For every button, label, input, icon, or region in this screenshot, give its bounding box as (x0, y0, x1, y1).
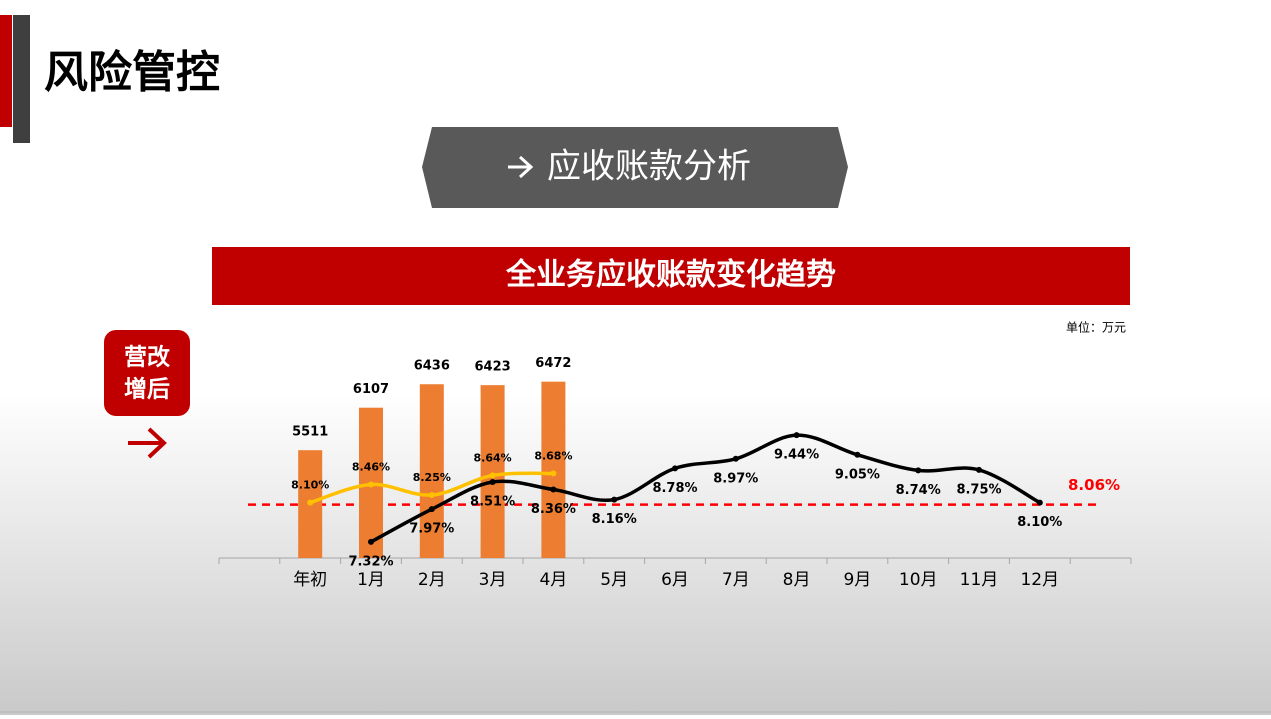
x-tick-label: 1月 (357, 570, 385, 590)
x-tick-label: 9月 (843, 570, 871, 590)
line-point (976, 466, 982, 473)
data-label: 9.05% (835, 467, 880, 482)
x-tick-label: 2月 (418, 570, 446, 590)
data-label: 8.16% (592, 512, 637, 527)
line-point (368, 481, 374, 488)
line-point (611, 496, 618, 503)
x-tick-label: 4月 (539, 570, 567, 590)
x-tick-label: 5月 (600, 570, 628, 590)
line-point (915, 467, 922, 474)
data-label: 8.46% (352, 460, 390, 473)
data-label: 8.36% (531, 502, 576, 517)
chart-title: 全业务应收账款变化趋势 (505, 258, 836, 293)
line-point (428, 492, 435, 499)
line-point (854, 451, 861, 458)
x-tick-label: 10月 (899, 570, 938, 590)
x-tick-label: 12月 (1020, 570, 1059, 590)
line-point (368, 538, 374, 545)
x-tick-label: 8月 (783, 570, 811, 590)
line-point (550, 486, 557, 493)
reference-label: 8.06% (1068, 476, 1120, 494)
line-point (732, 455, 739, 462)
data-label: 8.51% (470, 494, 515, 509)
badge-text: 增后 (124, 376, 170, 403)
x-tick-label: 6月 (661, 570, 689, 590)
x-tick-label: 11月 (960, 570, 999, 590)
data-label: 9.44% (774, 448, 819, 463)
data-label: 7.97% (409, 522, 454, 537)
data-label: 8.78% (652, 481, 697, 496)
line-point (428, 506, 435, 513)
section-banner (422, 127, 848, 208)
bar-label: 5511 (292, 425, 328, 440)
bar-label: 6107 (353, 382, 389, 397)
bar (480, 385, 505, 558)
badge-text: 营改 (124, 345, 170, 371)
section-title: 应收账款分析 (547, 147, 751, 187)
data-label: 8.75% (956, 482, 1001, 497)
accent-dark (13, 15, 30, 143)
bar-label: 6423 (475, 360, 511, 375)
line-point (672, 465, 678, 472)
unit-label: 单位：万元 (1066, 320, 1126, 335)
data-label: 8.68% (534, 449, 572, 462)
line-point (307, 499, 314, 506)
data-label: 8.64% (474, 451, 512, 464)
data-label: 8.97% (713, 471, 758, 486)
badge (104, 330, 190, 416)
section-arrow (508, 155, 534, 179)
badge-arrow (128, 427, 167, 459)
data-label: 8.25% (413, 471, 451, 484)
x-tick-label: 3月 (479, 570, 507, 590)
accent-red (0, 15, 12, 127)
line-point (489, 472, 496, 479)
line-point (489, 478, 496, 485)
line (370, 433, 1041, 544)
bar-label: 6436 (414, 359, 450, 374)
data-label: 8.10% (291, 479, 329, 492)
chart-title-banner (212, 247, 1130, 305)
bar (541, 381, 566, 558)
slide-title: 风险管控 (44, 47, 220, 98)
line-point (550, 470, 557, 477)
chart: 年初 1月 2月 3月 4月 5月 6月 7月 8月 9月 10月 11月 12月 8.06% 5511 61… (218, 356, 1132, 590)
x-tick-label: 7月 (722, 570, 750, 590)
data-label: 7.32% (348, 554, 393, 569)
data-label: 8.10% (1017, 515, 1062, 530)
bar (419, 384, 444, 558)
data-label: 8.74% (896, 483, 941, 498)
x-tick-label: 年初 (293, 570, 327, 590)
line-point (1036, 499, 1043, 506)
line-point (793, 432, 800, 439)
bar-label: 6472 (535, 356, 571, 371)
